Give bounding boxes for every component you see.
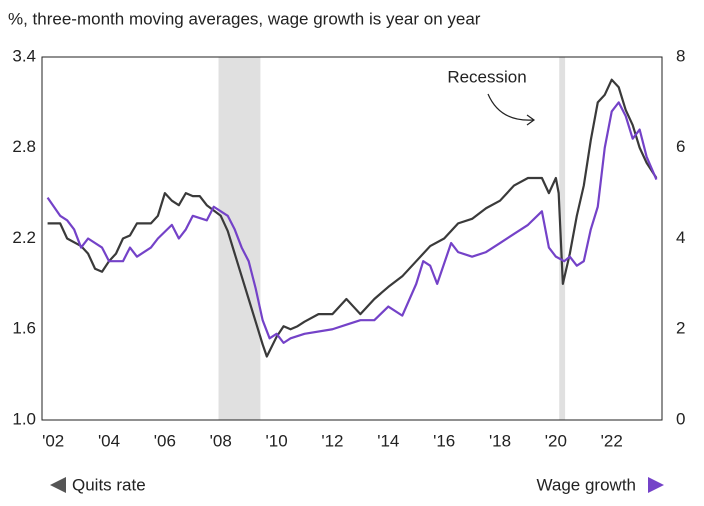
x-tick-label: '22 bbox=[601, 431, 623, 450]
legend-arrow-left bbox=[50, 477, 66, 493]
legend-label: Quits rate bbox=[72, 475, 146, 494]
x-tick-label: '14 bbox=[377, 431, 399, 450]
x-tick-label: '04 bbox=[98, 431, 120, 450]
x-tick-label: '16 bbox=[433, 431, 455, 450]
plot-frame bbox=[41, 56, 663, 421]
x-tick-label: '12 bbox=[321, 431, 343, 450]
x-tick-label: '02 bbox=[42, 431, 64, 450]
x-tick-label: '18 bbox=[489, 431, 511, 450]
series-line bbox=[46, 101, 658, 344]
annotation: Recession bbox=[447, 67, 526, 86]
y2-tick-label: 2 bbox=[676, 319, 685, 338]
chart-subtitle: %, three-month moving averages, wage gro… bbox=[8, 9, 481, 28]
y2-tick-label: 0 bbox=[676, 409, 685, 428]
y-tick-label: 1.6 bbox=[12, 319, 36, 338]
recession-band bbox=[559, 57, 566, 420]
x-tick-label: '06 bbox=[154, 431, 176, 450]
x-tick-label: '10 bbox=[266, 431, 288, 450]
annotation-arrow bbox=[487, 93, 534, 121]
legend-arrow-right bbox=[648, 477, 664, 493]
legend-label: Wage growth bbox=[536, 475, 636, 494]
y-tick-label: 3.4 bbox=[12, 46, 36, 65]
series-line bbox=[47, 78, 658, 358]
annotation-arrowhead bbox=[526, 114, 536, 126]
y2-tick-label: 4 bbox=[676, 228, 685, 247]
x-tick-label: '20 bbox=[545, 431, 567, 450]
y-tick-label: 2.8 bbox=[12, 137, 36, 156]
x-tick-label: '08 bbox=[210, 431, 232, 450]
y2-tick-label: 8 bbox=[676, 46, 685, 65]
recession-band bbox=[218, 57, 261, 420]
y-tick-label: 2.2 bbox=[12, 228, 36, 247]
y2-tick-label: 6 bbox=[676, 137, 685, 156]
y-tick-label: 1.0 bbox=[12, 409, 36, 428]
plot-area bbox=[46, 57, 658, 420]
